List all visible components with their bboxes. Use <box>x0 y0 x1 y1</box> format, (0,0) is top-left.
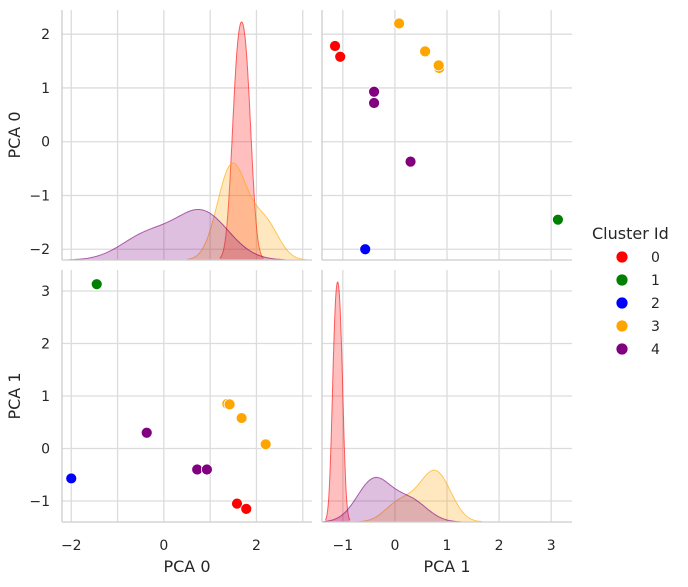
panel-pca0-diag-kde-fill-cluster-4 <box>68 209 285 260</box>
pca0-y-tick-label: −1 <box>29 188 50 204</box>
panel-pca0-diag-kde-line-cluster-4 <box>68 209 285 261</box>
panel-pca0-vs-pca1-point-cluster-4 <box>368 97 380 109</box>
panel-pca0-vs-pca1-point-cluster-2 <box>359 243 372 256</box>
panel-pca1-vs-pca0-point-cluster-3 <box>235 412 248 424</box>
panel-pca1-vs-pca0-point-cluster-3 <box>223 398 236 411</box>
pca0-y-tick-label: 1 <box>41 81 50 97</box>
panel-pca0-vs-pca1-point-cluster-4 <box>404 155 417 168</box>
legend-label-cluster-0: 0 <box>651 250 660 266</box>
legend-marker-cluster-0 <box>615 250 629 264</box>
pca0-y-tick-label: 2 <box>41 27 50 43</box>
panel-pca1-vs-pca0-point-cluster-4 <box>201 463 213 476</box>
pca1-y-tick-label: −1 <box>29 494 50 510</box>
panel-pca0-diag-kde-line-cluster-3 <box>187 162 306 261</box>
panel-pca0-diag-kde-fill-cluster-0 <box>219 22 264 260</box>
panel-pca0-diag-kde-fill-cluster-3 <box>187 163 306 260</box>
pca1-y-tick-label: 2 <box>41 337 50 353</box>
legend-label-cluster-3: 3 <box>651 319 660 335</box>
legend-marker-cluster-3 <box>615 319 629 333</box>
panel-pca1-vs-pca0-point-cluster-1 <box>90 278 103 291</box>
pca1-y-tick-label: 1 <box>41 389 50 405</box>
panel-pca1-diag-kde-line-cluster-4 <box>323 476 462 523</box>
pca0-y-tick-label: −2 <box>29 242 50 258</box>
panel-pca1-diag-kde-fill-cluster-0 <box>325 282 350 522</box>
panel-pca1-diag-kde-fill-cluster-4 <box>323 477 462 522</box>
panel-pca1-vs-pca0-point-cluster-0 <box>231 497 243 510</box>
legend-label-cluster-1: 1 <box>651 273 660 289</box>
pca1-y-tick-label: 0 <box>41 442 50 458</box>
pca0-x-tick-label: 0 <box>159 538 168 554</box>
panel-pca0-vs-pca1-point-cluster-0 <box>334 50 347 63</box>
y-axis-label-pca0: PCA 0 <box>5 111 24 158</box>
pca0-x-tick-label: 2 <box>252 538 261 554</box>
panel-pca0-diag-background <box>62 10 312 260</box>
legend: Cluster Id 0 1 2 3 4 <box>592 224 669 358</box>
legend-label-cluster-2: 2 <box>651 296 660 312</box>
legend-title: Cluster Id <box>592 224 669 243</box>
pca0-y-tick-label: 0 <box>41 135 50 151</box>
panel-pca0-vs-pca1-point-cluster-3 <box>432 59 445 72</box>
pca0-x-tick-label: −2 <box>61 538 82 554</box>
pca1-x-tick-label: 2 <box>495 538 504 554</box>
legend-marker-cluster-1 <box>615 273 629 287</box>
panel-pca0-vs-pca1-point-cluster-0 <box>329 40 341 52</box>
legend-marker-cluster-4 <box>615 342 629 356</box>
x-axis-label-pca1: PCA 1 <box>423 557 470 576</box>
panel-pca1-vs-pca0-point-cluster-2 <box>65 472 78 485</box>
panel-pca0-vs-pca1-point-cluster-4 <box>368 85 380 98</box>
x-axis-label-pca0: PCA 0 <box>163 557 210 576</box>
pca1-x-tick-label: 3 <box>547 538 556 554</box>
panel-pca1-diag-kde-line-cluster-3 <box>356 469 482 523</box>
panel-pca0-vs-pca1-point-cluster-1 <box>552 213 564 226</box>
panel-pca1-diag-kde-line-cluster-0 <box>325 281 351 521</box>
panel-pca0-vs-pca1-point-cluster-3 <box>419 45 432 58</box>
pca1-x-tick-label: 0 <box>390 538 399 554</box>
panel-pca0-vs-pca1-point-cluster-3 <box>393 17 405 30</box>
panel-pca1-vs-pca0-point-cluster-4 <box>140 426 153 439</box>
legend-label-cluster-4: 4 <box>651 342 660 358</box>
pca1-x-tick-label: 1 <box>443 538 452 554</box>
panel-pca0-diag-kde-line-cluster-0 <box>219 21 264 259</box>
panel-pca1-vs-pca0-point-cluster-3 <box>259 438 272 451</box>
y-axis-label-pca1: PCA 1 <box>5 372 24 419</box>
panel-pca1-vs-pca0-point-cluster-0 <box>240 502 253 515</box>
pca1-x-tick-label: −1 <box>333 538 354 554</box>
pca1-y-tick-label: 3 <box>41 284 50 300</box>
legend-marker-cluster-2 <box>615 296 629 310</box>
panel-pca1-diag-kde-fill-cluster-3 <box>356 470 482 522</box>
